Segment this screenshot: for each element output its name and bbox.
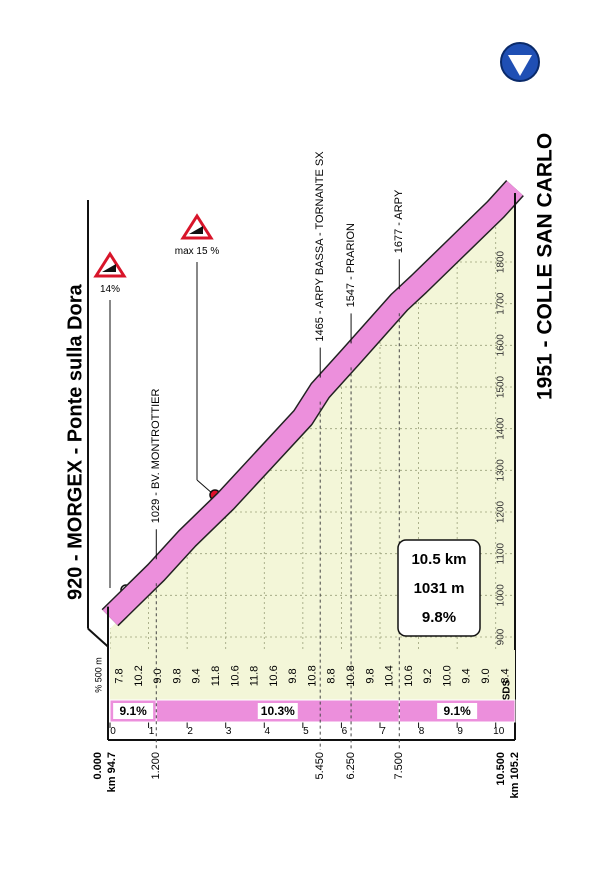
gradient-label: 9.8 [171, 668, 183, 683]
distance-label: km 94.7 [106, 752, 118, 792]
finish-icon [500, 42, 540, 82]
y-tick-label: 1400 [496, 417, 507, 440]
distance-label: 6.250 [345, 752, 357, 780]
waypoint-label: 1029 - BV. MONTROTTIER [150, 389, 162, 524]
x-tick-label: 5 [303, 726, 309, 737]
steep-label: 14% [100, 284, 120, 295]
gradient-label: 10.6 [268, 665, 280, 686]
gradient-label: 10.0 [441, 665, 453, 686]
waypoint-label: 1677 - ARPY [393, 189, 405, 253]
gradient-label: 9.4 [461, 668, 473, 683]
gradient-label: 10.4 [384, 665, 396, 686]
logo: SDS [502, 679, 513, 700]
axis-line [87, 627, 109, 648]
section-label: 9.1% [119, 704, 147, 718]
y-tick-label: 1300 [496, 459, 507, 482]
x-tick-label: 10 [493, 726, 505, 737]
section-label-box [437, 703, 478, 719]
steep-label: max 15 % [175, 246, 220, 257]
gradient-label: 11.8 [210, 666, 222, 687]
y-tick-label: 1100 [496, 542, 507, 564]
distance-label: km 105.2 [509, 752, 521, 798]
gradient-label: 8.8 [326, 668, 338, 683]
distance-label: 5.450 [314, 752, 326, 780]
y-tick-label: 900 [496, 628, 507, 645]
gradient-label: 9.8 [364, 668, 376, 683]
x-tick-label: 2 [187, 726, 193, 737]
gradient-label: 9.0 [152, 668, 164, 683]
distance-label: 0.000 [92, 752, 104, 780]
summary-text: 9.8% [422, 609, 456, 626]
steep-icon [180, 213, 221, 501]
summary-box: 10.5 km 1031 m 9.8% [397, 539, 481, 637]
section-label: 9.1% [443, 704, 471, 718]
y-tick-label: 1000 [496, 584, 507, 607]
y-tick-label: 1200 [496, 500, 507, 523]
x-tick-label: 6 [342, 726, 348, 737]
x-tick-label: 9 [457, 726, 463, 737]
y-tick-label: 1600 [496, 334, 507, 357]
y-tick-label: 1800 [496, 250, 507, 273]
x-tick-label: 8 [419, 726, 425, 737]
gradient-label: 10.8 [306, 665, 318, 686]
gradient-label: 10.2 [133, 665, 145, 686]
gradient-label: 10.6 [229, 665, 241, 686]
distance-label: 1.200 [150, 752, 162, 780]
section-label-box [113, 703, 154, 719]
y-tick-label: 1500 [496, 375, 507, 398]
gradient-label: 8.4 [499, 668, 511, 683]
section-label-box [257, 703, 298, 719]
distance-label: 7.500 [393, 752, 405, 780]
gradient-row [110, 650, 515, 700]
gradient-label: 9.8 [287, 668, 299, 683]
y-tick-label: 1700 [496, 292, 507, 315]
finish-label: 1951 - COLLE SAN CARLO [534, 133, 557, 400]
x-tick-label: 3 [226, 726, 232, 737]
summary-text: 10.5 km [411, 551, 466, 568]
x-tick-label: 0 [110, 726, 116, 737]
x-tick-label: 7 [380, 726, 386, 737]
gradient-label: 9.4 [191, 668, 203, 683]
waypoint-label: 1547 - PRARION [345, 223, 357, 307]
profile-band [102, 181, 523, 626]
gradient-label: 10.6 [403, 665, 415, 686]
gradient-label: 11.8 [249, 666, 261, 687]
distance-label: 10.500 [495, 752, 507, 786]
start-label: 920 - MORGEX - Ponte sulla Dora [64, 283, 86, 600]
gradient-header: % 500 m [93, 657, 103, 693]
x-tick-label: 4 [265, 726, 271, 737]
summary-text: 1031 m [414, 580, 465, 597]
gradient-label: 7.8 [114, 668, 126, 683]
waypoint-label: 1465 - ARPY BASSA - TORNANTE SX [314, 151, 326, 342]
x-tick-label: 1 [149, 726, 155, 737]
gradient-label: 9.0 [480, 668, 492, 683]
section-label: 10.3% [261, 704, 295, 718]
gradient-label: 9.2 [422, 668, 434, 683]
steep-icon [93, 251, 132, 596]
